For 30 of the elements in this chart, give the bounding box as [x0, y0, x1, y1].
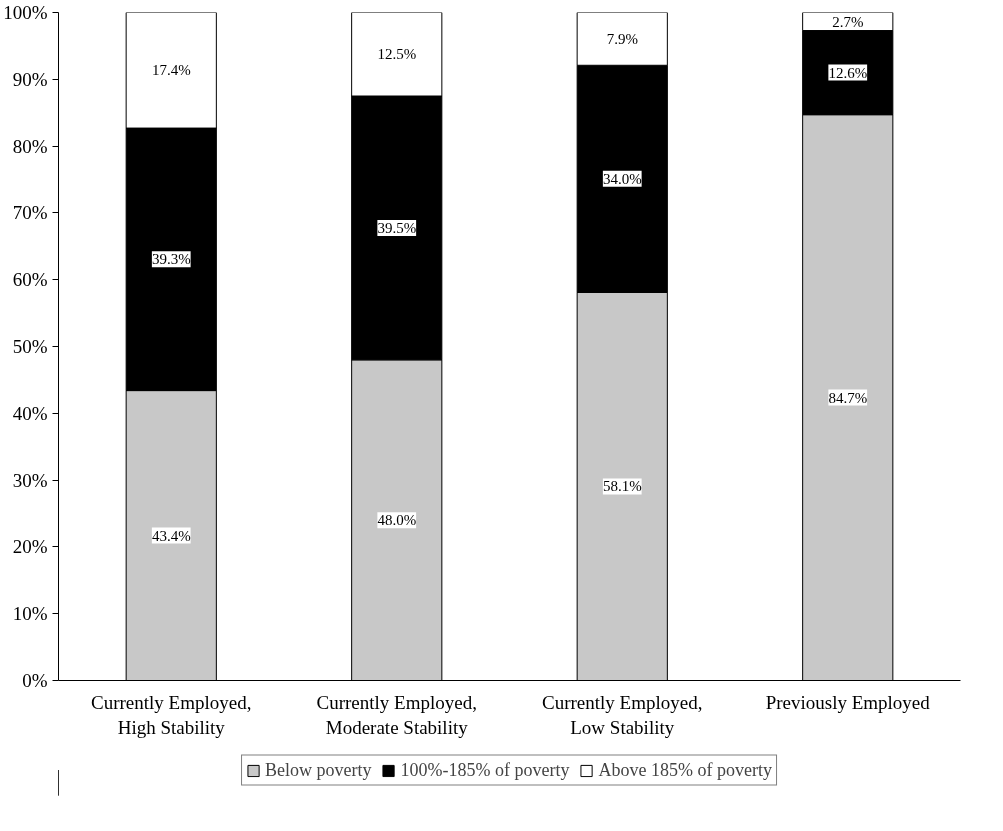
data-label: 48.0% [377, 512, 417, 529]
data-label: 2.7% [832, 13, 864, 30]
data-label: 7.9% [606, 30, 638, 47]
y-tick-label: 60% [12, 269, 48, 291]
x-tick-label: Currently Employed, Low Stability [542, 691, 703, 738]
y-tick-label: 80% [12, 135, 48, 157]
data-label: 17.4% [151, 61, 191, 78]
y-tick-label: 90% [12, 68, 48, 90]
x-tick-label: Currently Employed, High Stability [91, 691, 252, 738]
data-label: 34.0% [602, 170, 642, 187]
y-tick-label: 10% [12, 603, 48, 625]
y-tick-label: 100% [3, 2, 48, 23]
data-label: 12.5% [377, 46, 417, 63]
legend-label: Below poverty [265, 759, 372, 781]
x-tick-label: Currently Employed, Moderate Stability [316, 691, 477, 738]
data-label: 58.1% [602, 478, 642, 495]
data-label: 39.3% [151, 251, 191, 268]
data-label: 39.5% [377, 219, 417, 236]
data-label: 43.4% [151, 527, 191, 544]
y-tick-label: 30% [12, 469, 48, 491]
y-tick-label: 70% [12, 202, 48, 224]
legend-label: Above 185% of poverty [598, 759, 772, 781]
y-tick-label: 40% [12, 402, 48, 424]
data-label: 84.7% [828, 389, 868, 406]
y-tick-label: 50% [12, 336, 48, 357]
y-tick-label: 0% [22, 670, 48, 691]
y-tick-label: 20% [12, 536, 48, 558]
legend-label: 100%-185% of poverty [400, 759, 570, 781]
data-label: 12.6% [828, 64, 868, 81]
x-tick-label: Previously Employed [765, 691, 931, 713]
